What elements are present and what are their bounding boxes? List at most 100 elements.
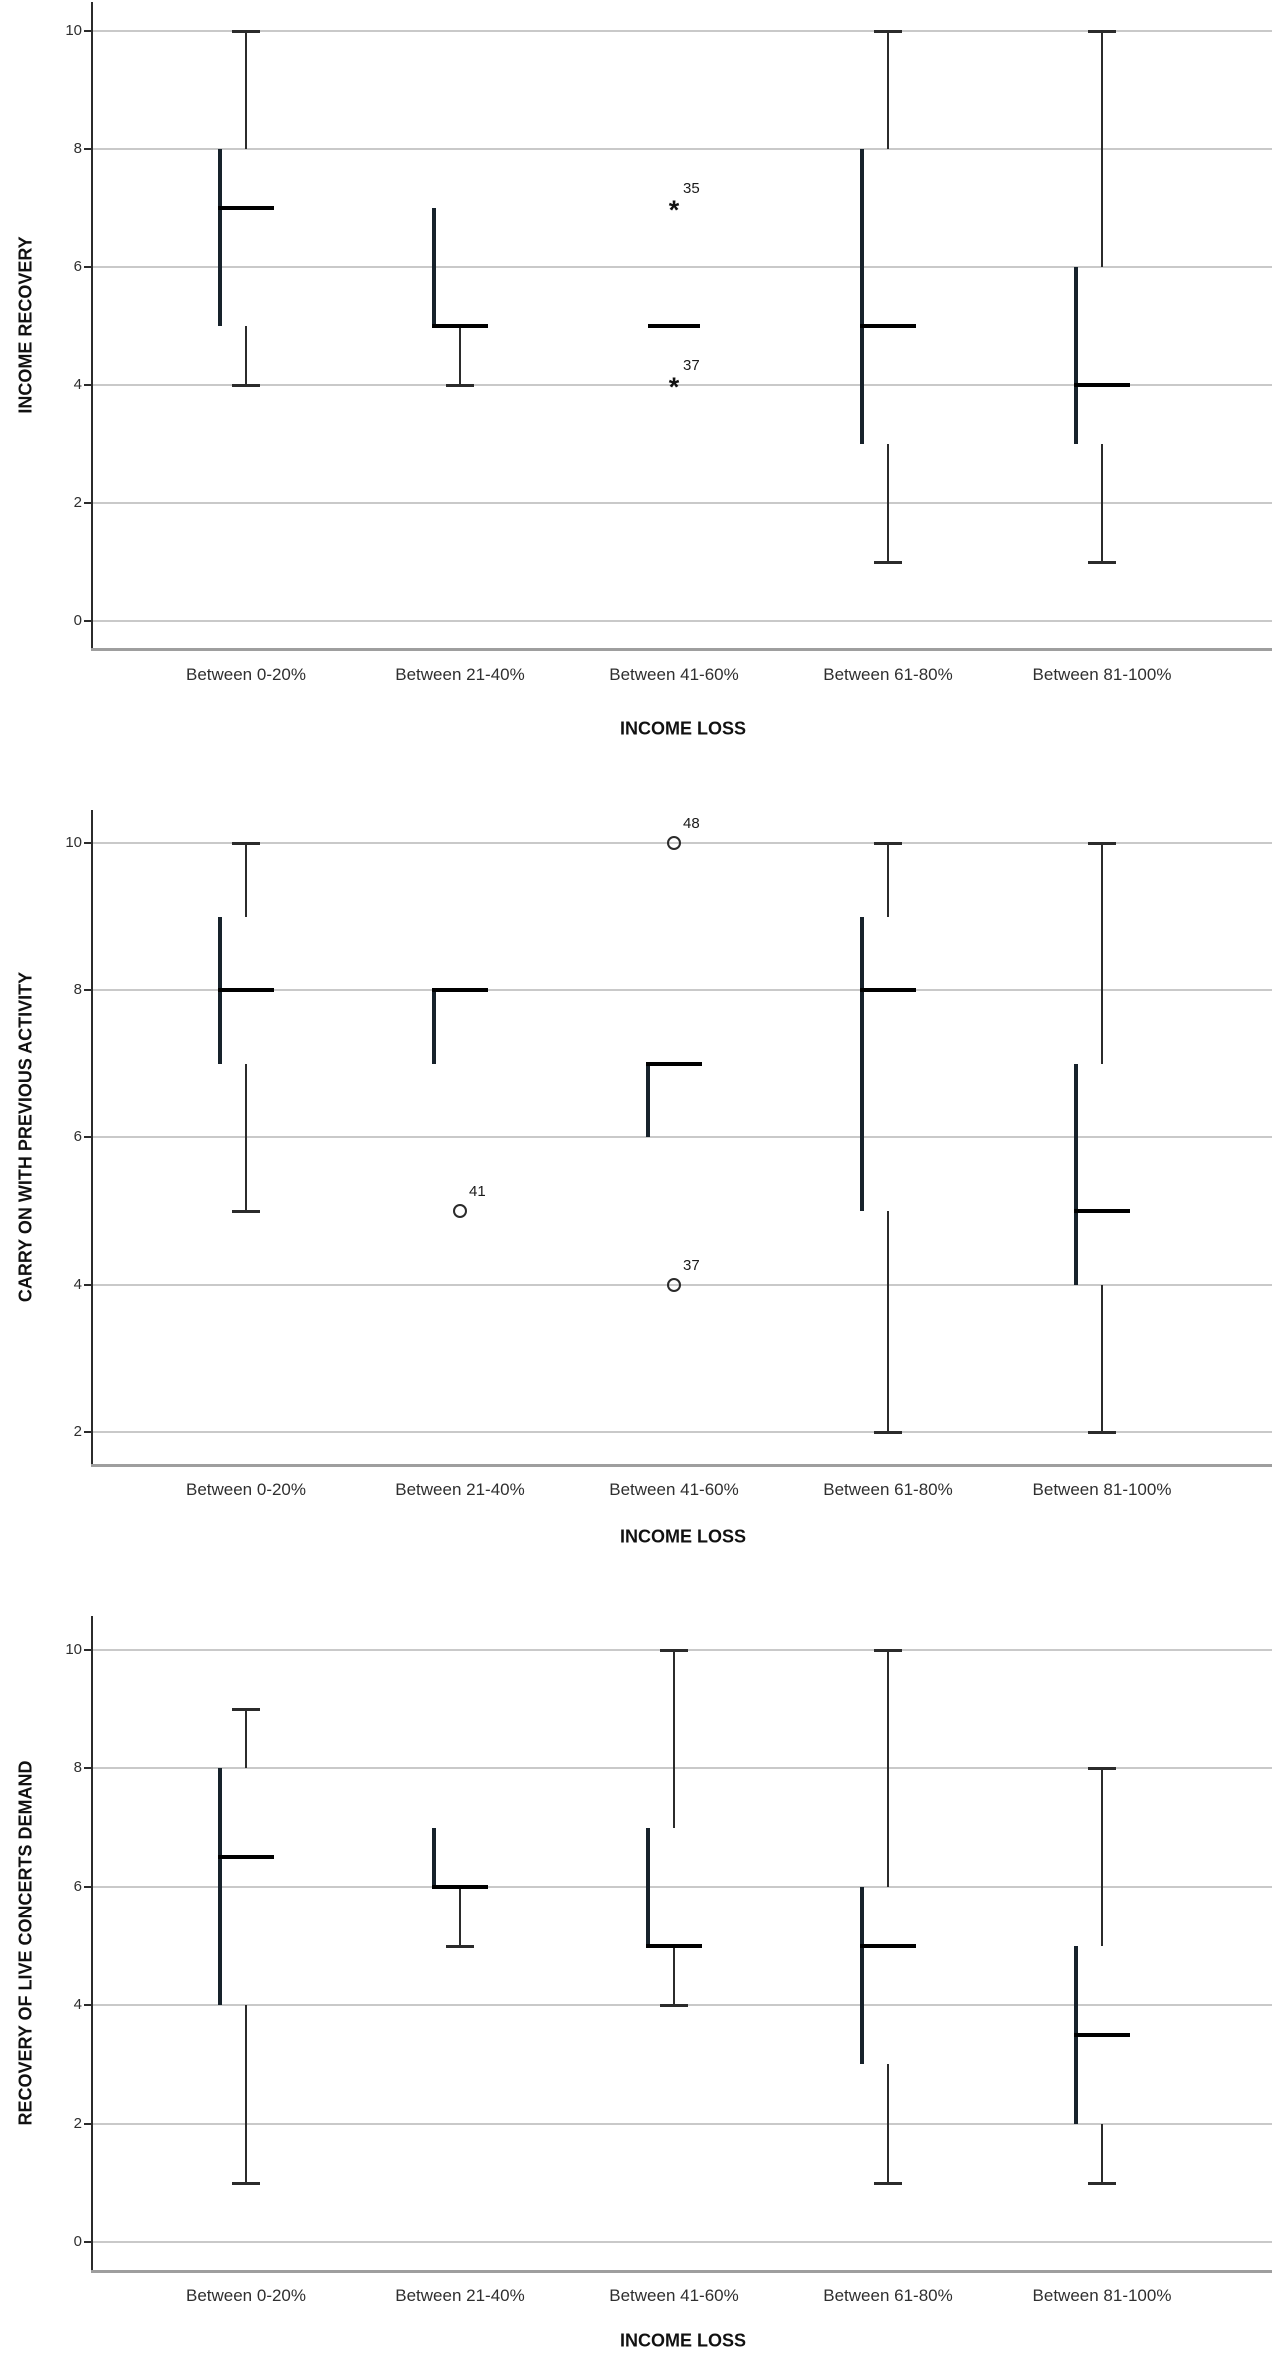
outlier-asterisk-marker: * (668, 195, 680, 225)
x-category-label: Between 0-20% (185, 1480, 307, 1499)
y-axis-line (91, 1616, 93, 2270)
lower-whisker-cap (232, 384, 260, 387)
median-line (860, 324, 916, 328)
x-category-label: Between 21-40% (395, 1480, 525, 1499)
outlier-case-label: 37 (683, 357, 700, 374)
lower-whisker-line (1101, 444, 1103, 562)
median-line (1074, 1209, 1130, 1213)
lower-whisker-line (459, 326, 461, 385)
y-tick-label: 4 (73, 1275, 82, 1293)
upper-whisker-cap (232, 1708, 260, 1712)
outlier-circle-marker (667, 836, 681, 850)
y-tick-label: 8 (73, 981, 82, 999)
x-category-label: Between 61-80% (823, 665, 953, 684)
x-category-label: Between 81-100% (1032, 665, 1172, 684)
median-line (218, 1855, 274, 1860)
y-tick-label: 6 (73, 258, 82, 275)
y-tick-label: 8 (73, 1759, 82, 1777)
box (432, 1827, 436, 1887)
y-tick-label: 2 (73, 2114, 82, 2132)
upper-whisker-cap (232, 30, 260, 33)
box (218, 1768, 222, 2006)
y-axis-tick (84, 30, 92, 32)
x-category-label: Between 41-60% (609, 2286, 739, 2305)
upper-whisker-cap (874, 842, 902, 845)
lower-whisker-line (245, 2005, 247, 2183)
lower-whisker-cap (446, 1945, 474, 1948)
median-line (218, 206, 274, 210)
box (218, 149, 222, 326)
y-tick-label: 4 (73, 1996, 82, 2014)
y-axis-tick (84, 1885, 92, 1888)
x-category-label: Between 21-40% (395, 2286, 525, 2305)
lower-whisker-line (459, 1886, 461, 1946)
median-line (432, 324, 488, 328)
x-axis-title-income-loss-3: INCOME LOSS (619, 2330, 747, 2351)
x-category-label: Between 0-20% (185, 2286, 307, 2305)
x-category-label: Between 0-20% (185, 665, 307, 684)
gridline (93, 1885, 1272, 1888)
gridline (93, 842, 1272, 844)
upper-whisker-line (1101, 843, 1103, 1064)
y-axis-title-income-recovery: INCOME RECOVERY (15, 236, 36, 414)
y-axis-tick (84, 1136, 92, 1139)
lower-whisker-cap (874, 1430, 902, 1434)
gridline (93, 30, 1272, 32)
box (432, 990, 436, 1064)
lower-whisker-line (887, 1211, 889, 1432)
gridline (93, 1430, 1272, 1433)
median-line (1074, 2032, 1130, 2037)
x-category-label: Between 61-80% (823, 2286, 953, 2305)
lower-whisker-cap (660, 2004, 688, 2008)
upper-whisker-line (1101, 1768, 1103, 1946)
x-category-label: Between 61-80% (823, 1480, 953, 1499)
box (1074, 267, 1078, 444)
y-axis-tick (84, 1649, 92, 1651)
outlier-asterisk-marker: * (668, 372, 680, 402)
gridline (93, 502, 1272, 504)
median-line (860, 1944, 916, 1948)
x-axis-frame (91, 2270, 1272, 2273)
lower-whisker-cap (874, 2181, 902, 2185)
median-line (646, 1944, 702, 1948)
gridline (93, 384, 1272, 386)
upper-whisker-cap (874, 30, 902, 33)
lower-whisker-line (1101, 2123, 1103, 2183)
lower-whisker-cap (1088, 1430, 1116, 1434)
lower-whisker-cap (1088, 2181, 1116, 2185)
median-line (860, 988, 916, 993)
lower-whisker-line (673, 1946, 675, 2006)
upper-whisker-cap (1088, 842, 1116, 845)
gridline (93, 148, 1272, 150)
median-line (432, 988, 488, 993)
outlier-case-label: 37 (683, 1256, 700, 1274)
upper-whisker-cap (874, 1649, 902, 1652)
y-axis-tick (84, 842, 92, 844)
median-line (646, 1061, 702, 1066)
median-line (432, 1884, 488, 1889)
y-tick-label: 6 (73, 1128, 82, 1146)
y-axis-tick (84, 620, 92, 622)
upper-whisker-line (673, 1650, 675, 1828)
y-tick-label: 10 (65, 834, 82, 851)
upper-whisker-cap (1088, 1767, 1116, 1771)
gridline (93, 2241, 1272, 2243)
upper-whisker-line (887, 1650, 889, 1887)
median-only-line (648, 324, 700, 328)
lower-whisker-line (887, 2064, 889, 2183)
box (646, 1827, 650, 1946)
lower-whisker-cap (232, 1210, 260, 1213)
gridline (93, 2122, 1272, 2125)
y-axis-title-live-concerts-demand: RECOVERY OF LIVE CONCERTS DEMAND (15, 1760, 36, 2126)
y-tick-label: 0 (73, 2233, 82, 2250)
y-axis-tick (84, 148, 92, 150)
median-line (218, 988, 274, 993)
upper-whisker-cap (660, 1649, 688, 1652)
x-category-label: Between 81-100% (1032, 2286, 1172, 2305)
lower-whisker-cap (446, 384, 474, 387)
x-category-label: Between 41-60% (609, 1480, 739, 1499)
y-axis-tick (84, 266, 92, 268)
y-tick-label: 10 (65, 1641, 82, 1658)
lower-whisker-line (245, 326, 247, 385)
